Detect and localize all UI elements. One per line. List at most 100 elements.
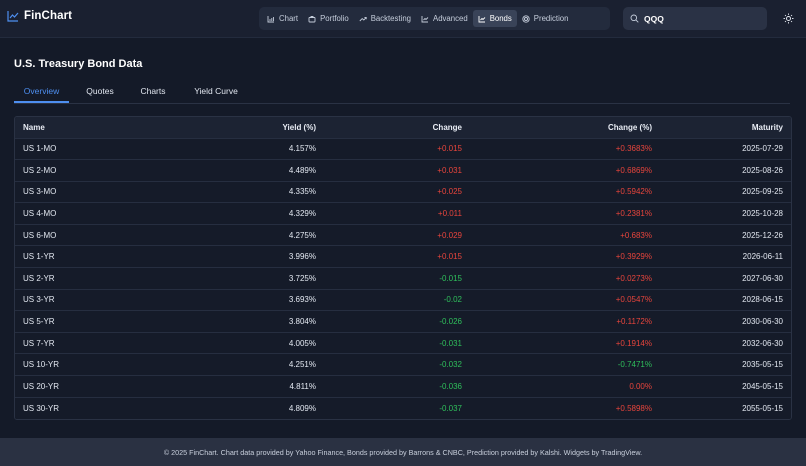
column-header-yield[interactable]: Yield (%) [282, 122, 316, 132]
tab-bar: Overview Quotes Charts Yield Curve [14, 83, 790, 104]
cell-maturity: 2035-05-15 [660, 353, 791, 376]
cell-change-pct: +0.0273% [470, 267, 660, 290]
sun-icon [783, 13, 794, 24]
cell-change-pct: +0.5942% [470, 180, 660, 203]
cell-change-pct: +0.6869% [470, 159, 660, 182]
nav-backtesting[interactable]: Backtesting [354, 10, 416, 27]
cell-change-pct: -0.7471% [470, 353, 660, 376]
table-row[interactable]: US 3-YR 3.693% -0.02 +0.0547% 2028-06-15 [15, 288, 791, 311]
table-row[interactable]: US 2-MO 4.489% +0.031 +0.6869% 2025-08-26 [15, 159, 791, 182]
table-row[interactable]: US 10-YR 4.251% -0.032 -0.7471% 2035-05-15 [15, 353, 791, 376]
cell-change-pct: 0.00% [470, 375, 660, 398]
cell-name: US 2-MO [15, 159, 141, 182]
cell-change-pct: +0.683% [470, 223, 660, 246]
search-box[interactable] [623, 7, 767, 30]
tab-quotes[interactable]: Quotes [86, 86, 114, 96]
nav-chart[interactable]: Chart [262, 10, 303, 27]
table-row[interactable]: US 6-MO 4.275% +0.029 +0.683% 2025-12-26 [15, 223, 791, 246]
cell-yield: 3.804% [141, 310, 324, 333]
nav-advanced-label: Advanced [433, 14, 468, 23]
page-title: U.S. Treasury Bond Data [14, 58, 143, 70]
cell-name: US 1-MO [15, 137, 141, 160]
column-header-maturity[interactable]: Maturity [751, 122, 783, 132]
cell-maturity: 2025-09-25 [660, 180, 791, 203]
cell-yield: 4.157% [141, 137, 324, 160]
cell-change: -0.015 [324, 267, 470, 290]
top-bar: FinChart Chart Portfolio Backtesting Adv… [0, 0, 806, 38]
briefcase-icon [308, 15, 316, 22]
nav-bonds[interactable]: Bonds [472, 10, 517, 27]
target-icon [522, 14, 530, 23]
cell-change: -0.026 [324, 310, 470, 333]
table-header-row: Name Yield (%) Change Change (%) Maturit… [15, 117, 791, 138]
cell-maturity: 2032-06-30 [660, 331, 791, 354]
cell-change: -0.031 [324, 331, 470, 354]
column-header-change-pct[interactable]: Change (%) [608, 122, 652, 132]
search-icon [630, 14, 639, 23]
cell-maturity: 2026-06-11 [660, 245, 791, 268]
nav-portfolio-label: Portfolio [320, 14, 349, 23]
cell-maturity: 2025-07-29 [660, 137, 791, 160]
trending-up-icon [359, 16, 367, 21]
table-row[interactable]: US 2-YR 3.725% -0.015 +0.0273% 2027-06-30 [15, 267, 791, 290]
cell-maturity: 2025-10-28 [660, 202, 791, 225]
app-name: FinChart [24, 10, 73, 22]
cell-yield: 4.809% [141, 396, 324, 419]
cell-maturity: 2027-06-30 [660, 267, 791, 290]
table-row[interactable]: US 7-YR 4.005% -0.031 +0.1914% 2032-06-30 [15, 331, 791, 354]
column-header-change[interactable]: Change [432, 122, 462, 132]
table-row[interactable]: US 1-YR 3.996% +0.015 +0.3929% 2026-06-11 [15, 245, 791, 268]
footer-text: © 2025 FinChart. Chart data provided by … [163, 447, 643, 457]
nav-advanced[interactable]: Advanced [416, 10, 473, 27]
cell-name: US 20-YR [15, 375, 141, 398]
logo[interactable]: FinChart [7, 10, 72, 22]
tab-yield-curve[interactable]: Yield Curve [194, 86, 238, 96]
cell-change: +0.029 [324, 223, 470, 246]
cell-yield: 3.693% [141, 288, 324, 311]
cell-name: US 3-YR [15, 288, 141, 311]
cell-yield: 4.005% [141, 331, 324, 354]
nav-portfolio[interactable]: Portfolio [303, 10, 354, 27]
cell-name: US 4-MO [15, 202, 141, 225]
theme-toggle-button[interactable] [781, 11, 796, 26]
cell-change-pct: +0.5898% [470, 396, 660, 419]
tab-overview[interactable]: Overview [14, 83, 69, 103]
cell-name: US 7-YR [15, 331, 141, 354]
cell-maturity: 2025-08-26 [660, 159, 791, 182]
cell-yield: 4.489% [141, 159, 324, 182]
search-input[interactable] [644, 13, 754, 24]
nav-bonds-label: Bonds [489, 14, 512, 23]
bar-chart-icon [267, 15, 274, 22]
table-row[interactable]: US 1-MO 4.157% +0.015 +0.3683% 2025-07-29 [15, 137, 791, 160]
nav-backtesting-label: Backtesting [370, 14, 411, 23]
cell-name: US 2-YR [15, 267, 141, 290]
table-row[interactable]: US 3-MO 4.335% +0.025 +0.5942% 2025-09-25 [15, 180, 791, 203]
bond-table-container: Name Yield (%) Change Change (%) Maturit… [14, 116, 792, 420]
cell-change: -0.036 [324, 375, 470, 398]
cell-name: US 3-MO [15, 180, 141, 203]
tab-charts[interactable]: Charts [140, 86, 166, 96]
table-row[interactable]: US 5-YR 3.804% -0.026 +0.1172% 2030-06-30 [15, 310, 791, 333]
cell-yield: 3.996% [141, 245, 324, 268]
cell-change: +0.025 [324, 180, 470, 203]
nav-prediction[interactable]: Prediction [517, 10, 574, 27]
line-chart-icon [478, 15, 486, 22]
column-header-name[interactable]: Name [23, 122, 45, 132]
cell-change-pct: +0.3929% [470, 245, 660, 268]
cell-name: US 1-YR [15, 245, 141, 268]
nav-chart-label: Chart [279, 14, 299, 23]
nav-prediction-label: Prediction [533, 14, 569, 23]
table-row[interactable]: US 20-YR 4.811% -0.036 0.00% 2045-05-15 [15, 375, 791, 398]
cell-yield: 4.335% [141, 180, 324, 203]
table-row[interactable]: US 30-YR 4.809% -0.037 +0.5898% 2055-05-15 [15, 396, 791, 419]
cell-name: US 5-YR [15, 310, 141, 333]
cell-maturity: 2055-05-15 [660, 396, 791, 419]
table-row[interactable]: US 4-MO 4.329% +0.011 +0.2381% 2025-10-28 [15, 202, 791, 225]
cell-change: +0.015 [324, 137, 470, 160]
cell-change: -0.02 [324, 288, 470, 311]
main-nav: Chart Portfolio Backtesting Advanced Bon… [259, 7, 610, 30]
cell-name: US 30-YR [15, 396, 141, 419]
cell-change-pct: +0.3683% [470, 137, 660, 160]
cell-name: US 10-YR [15, 353, 141, 376]
cell-yield: 4.275% [141, 223, 324, 246]
